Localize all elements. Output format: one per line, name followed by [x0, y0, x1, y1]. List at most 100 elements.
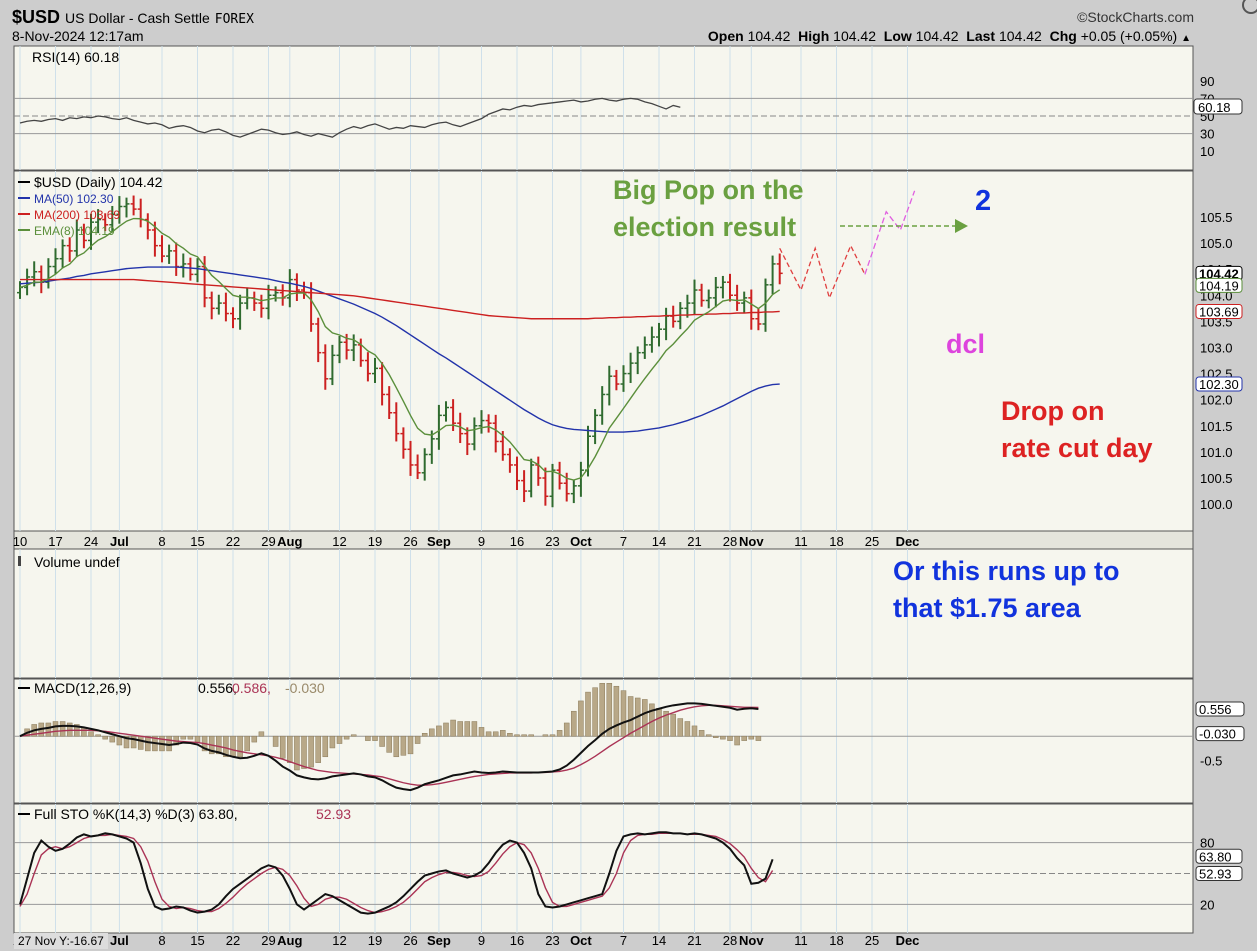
- macd-hist-bar: [620, 690, 627, 737]
- macd-hist-bar: [350, 734, 357, 737]
- x-tick-label: 9: [478, 534, 485, 549]
- price-y-tick: 101.5: [1200, 419, 1233, 434]
- macd-badge-box: [1195, 726, 1245, 742]
- volume-icon: [18, 556, 21, 566]
- macd-hist-bar: [663, 710, 669, 737]
- macd-hist-bar: [272, 735, 279, 747]
- x-tick-label-bottom: 18: [829, 933, 843, 948]
- macd-hist-bar: [755, 735, 762, 741]
- x-tick-label-bottom: 25: [865, 933, 879, 948]
- price-y-tick: 105.0: [1200, 236, 1233, 251]
- annotation-runup: Or this runs up to that $1.75 area: [893, 553, 1120, 627]
- macd-hist-bar: [627, 696, 634, 737]
- corner-icon[interactable]: [1242, 0, 1257, 14]
- macd-hist-bar: [705, 734, 712, 737]
- x-tick-label: Aug: [277, 534, 302, 549]
- macd-hist-bar: [258, 731, 265, 737]
- macd-hist-bar: [109, 735, 116, 743]
- macd-hist-bar: [720, 735, 726, 740]
- quote-datetime: 8-Nov-2024 12:17am: [12, 28, 144, 44]
- panel-rsi: [13, 45, 1194, 171]
- macd-hist-bar: [656, 708, 662, 737]
- macd-hist-bar: [102, 735, 108, 740]
- x-tick-label-bottom: 12: [332, 933, 346, 948]
- price-y-tick: 103.0: [1200, 340, 1233, 355]
- x-tick-label: Nov: [739, 534, 764, 549]
- macd-hist-value: -0.030: [285, 680, 325, 696]
- macd-hist-bar: [429, 728, 435, 737]
- x-tick-label-bottom: Nov: [739, 933, 764, 948]
- x-tick-label: 14: [652, 534, 666, 549]
- x-tick-label: 8: [158, 534, 165, 549]
- annotation-drop-line2: rate cut day: [1001, 433, 1153, 463]
- macd-hist-bar: [592, 687, 598, 737]
- brand-logo: ©StockCharts.com: [1077, 9, 1194, 25]
- macd-hist-bar: [450, 719, 456, 737]
- symbol-title: $USD US Dollar - Cash Settle FOREX: [12, 7, 254, 28]
- macd-hist-bar: [684, 721, 691, 737]
- macd-hist-bar: [407, 735, 414, 755]
- panel-price: [13, 170, 1194, 532]
- x-tick-label: 26: [403, 534, 417, 549]
- x-tick-label: 15: [190, 534, 204, 549]
- macd-hist-bar: [478, 727, 485, 737]
- x-tick-label-bottom: 14: [652, 933, 666, 948]
- panel-volume: [13, 548, 1194, 679]
- sto-badge-box: [1195, 848, 1243, 864]
- price-y-tick: 101.0: [1200, 445, 1233, 460]
- macd-hist-bar: [421, 733, 428, 737]
- rsi-badge: 60.18: [1198, 100, 1231, 115]
- price-badge-box: [1195, 303, 1243, 319]
- x-tick-label: Sep: [427, 534, 451, 549]
- exchange: FOREX: [214, 12, 254, 27]
- x-tick-label: Jul: [110, 534, 129, 549]
- x-tick-label: 16: [510, 534, 524, 549]
- x-tick-label: 25: [865, 534, 879, 549]
- macd-title: MACD(12,26,9): [34, 680, 131, 696]
- macd-hist-bar: [393, 735, 400, 758]
- sto-badge: 52.93: [1199, 866, 1232, 881]
- x-tick-label: 10: [13, 534, 27, 549]
- macd-hist-bar: [471, 721, 478, 737]
- up-arrow-icon: ▲: [1181, 33, 1191, 44]
- rsi-title: RSI(14) 60.18: [32, 49, 119, 65]
- macd-hist-bar: [237, 735, 243, 758]
- sto-y-tick: 80: [1200, 836, 1214, 851]
- macd-signal-line: [19, 704, 759, 786]
- annotation-big-pop-line1: Big Pop on the: [613, 175, 804, 205]
- macd-hist-bar: [343, 735, 350, 740]
- x-tick-label-bottom: 19: [368, 933, 382, 948]
- rsi-badge-box: [1193, 98, 1243, 115]
- low-value: 104.42: [915, 28, 959, 44]
- price-badge: 104.19: [1199, 278, 1239, 293]
- rsi-y-tick: 10: [1200, 144, 1214, 159]
- x-tick-label: 17: [48, 534, 62, 549]
- x-tick-label: 12: [332, 534, 346, 549]
- macd-hist-bar: [599, 683, 605, 737]
- macd-hist-bar: [386, 735, 392, 753]
- sto-y-tick: 20: [1200, 897, 1214, 912]
- x-tick-label-bottom: 8: [158, 933, 165, 948]
- macd-hist-bar: [123, 735, 130, 749]
- annotation-drop: Drop on rate cut day: [1001, 393, 1153, 467]
- price-y-tick: 105.5: [1200, 210, 1233, 225]
- macd-hist-bar: [713, 735, 719, 738]
- macd-hist-bar: [677, 718, 684, 737]
- macd-hist-bar: [436, 725, 442, 737]
- macd-hist-bar: [457, 721, 463, 737]
- macd-hist-bar: [585, 691, 591, 737]
- macd-hist-bar: [251, 735, 258, 743]
- macd-hist-bar: [372, 735, 378, 741]
- sto-badge: 63.80: [1199, 849, 1232, 864]
- macd-hist-bar: [642, 699, 648, 737]
- x-tick-label: 7: [620, 534, 627, 549]
- macd-hist-bar: [66, 722, 73, 737]
- rsi-y-tick: 90: [1200, 74, 1214, 89]
- macd-hist-bar: [613, 685, 620, 737]
- last-value: 104.42: [998, 28, 1042, 44]
- x-tick-label: 28: [723, 534, 737, 549]
- x-tick-label: Dec: [896, 534, 920, 549]
- macd-badge: -0.030: [1199, 727, 1236, 742]
